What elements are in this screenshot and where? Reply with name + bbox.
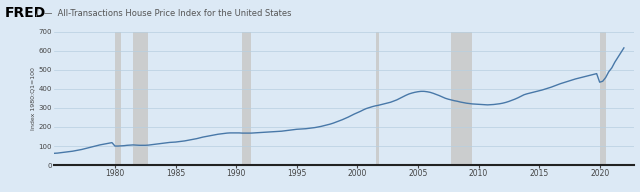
Bar: [115, 32, 121, 165]
Bar: [600, 32, 605, 165]
Text: —  All-Transactions House Price Index for the United States: — All-Transactions House Price Index for…: [44, 9, 291, 18]
Bar: [451, 32, 472, 165]
Text: FRED: FRED: [5, 6, 46, 20]
Bar: [242, 32, 252, 165]
Text: /: /: [36, 9, 39, 18]
Bar: [376, 32, 378, 165]
Bar: [133, 32, 148, 165]
Y-axis label: Index 1980:Q1=100: Index 1980:Q1=100: [30, 67, 35, 130]
